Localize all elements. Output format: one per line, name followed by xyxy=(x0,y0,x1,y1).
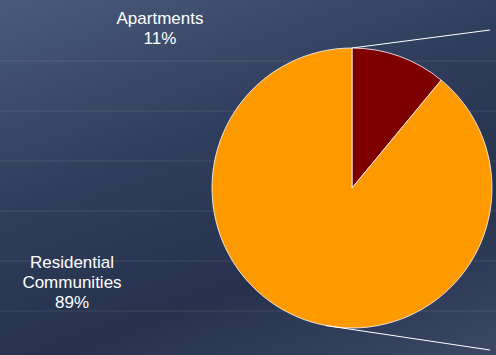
background-stripe xyxy=(0,60,496,62)
slice-label: Residential xyxy=(30,253,114,272)
page: {"chart_data": {"type": "pie", "categori… xyxy=(0,0,496,355)
chart: Apartments11% ResidentialCommunities89% xyxy=(0,0,496,355)
slice-value: 89% xyxy=(55,293,89,312)
slice-value: 11% xyxy=(144,29,177,48)
leader-line xyxy=(352,30,490,48)
pie xyxy=(212,48,492,328)
pie-slice xyxy=(212,48,492,328)
slice-label: Apartments xyxy=(117,9,204,28)
slice-label: Communities xyxy=(22,273,121,292)
leader-line xyxy=(326,326,490,350)
